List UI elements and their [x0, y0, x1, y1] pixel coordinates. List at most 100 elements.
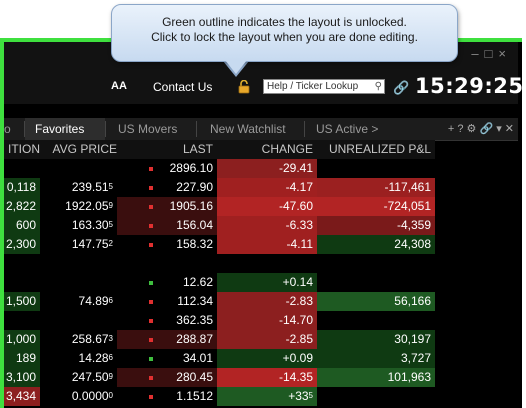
tab-favorites[interactable]: Favorites	[25, 118, 105, 140]
unlocked-layout-outline: –□× AA Contact Us Help / Ticker Lookup ⚲…	[0, 38, 524, 408]
avg-price-cell: 239.515	[71, 180, 113, 194]
col-position-header[interactable]: ITION	[4, 140, 40, 159]
unrealized-pnl-cell: 101,963	[317, 368, 435, 387]
avg-price-cell: 163.305	[71, 218, 113, 232]
change-cell: -2.83	[217, 292, 317, 311]
position-cell: 3,434	[4, 387, 40, 406]
table-row[interactable]: 2,822 1922.059 1905.16 -47.60 -724,051	[4, 197, 518, 216]
table-row[interactable]: 189 14.286 34.01 +0.09 3,727	[4, 349, 518, 368]
position-cell: 0,118	[4, 178, 40, 197]
table-row[interactable]	[4, 254, 518, 273]
table-row[interactable]: 1,000 258.673 288.87 -2.85 30,197	[4, 330, 518, 349]
change-cell: +0.14	[217, 273, 317, 292]
avg-price-cell	[40, 159, 117, 178]
unrealized-pnl-cell: -4,359	[317, 216, 435, 235]
avg-price-cell	[40, 254, 117, 273]
table-row[interactable]: 3,100 247.509 280.45 -14.35 101,963	[4, 368, 518, 387]
avg-price-cell: 258.673	[71, 332, 113, 346]
change-cell: -14.70	[217, 311, 317, 330]
down-tick-marker	[149, 167, 153, 171]
change-cell: +335	[217, 387, 317, 406]
change-cell: -6.33	[217, 216, 317, 235]
table-row[interactable]: 2896.10 -29.41	[4, 159, 518, 178]
position-cell: 2,822	[4, 197, 40, 216]
last-price-cell: 1905.16	[117, 197, 217, 216]
unrealized-pnl-cell	[317, 387, 435, 406]
position-cell: 2,300	[4, 235, 40, 254]
last-price-cell: 2896.10	[169, 161, 213, 175]
change-cell: -29.41	[217, 159, 317, 178]
down-tick-marker	[149, 186, 153, 190]
avg-price-cell: 74.896	[78, 294, 113, 308]
font-size-button[interactable]: AA	[111, 80, 127, 92]
unrealized-pnl-cell	[317, 254, 435, 273]
last-price-cell: 362.35	[176, 313, 213, 327]
tab-us-active[interactable]: US Active >	[316, 122, 379, 136]
down-tick-marker	[149, 243, 153, 247]
table-row[interactable]: 3,434 0.00000 1.1512 +335	[4, 387, 518, 406]
col-unrealized-header[interactable]: UNREALIZED P&L	[317, 140, 435, 159]
tooltip-line-2: Click to lock the layout when you are do…	[151, 30, 418, 44]
down-tick-marker	[149, 395, 153, 399]
change-cell: +0.09	[217, 349, 317, 368]
position-cell	[4, 273, 40, 292]
link-icon[interactable]: 🔗	[393, 80, 410, 95]
unrealized-pnl-cell: -724,051	[317, 197, 435, 216]
watchlist-tabs: o Favorites US Movers New Watchlist US A…	[4, 118, 518, 141]
table-row[interactable]: 2,300 147.752 158.32 -4.11 24,308	[4, 235, 518, 254]
tooltip-line-1: Green outline indicates the layout is un…	[162, 15, 407, 29]
last-price-cell: 12.62	[182, 275, 213, 289]
avg-price-cell: 147.752	[71, 237, 113, 251]
avg-price-cell: 1922.059	[65, 199, 113, 213]
layout-unlocked-tooltip[interactable]: Green outline indicates the layout is un…	[111, 4, 458, 62]
tab-us-movers[interactable]: US Movers	[118, 122, 178, 136]
down-tick-marker	[149, 300, 153, 304]
avg-price-cell: 0.00000	[71, 389, 113, 403]
avg-price-cell: 14.286	[78, 351, 113, 365]
unrealized-pnl-cell	[317, 159, 435, 178]
avg-price-cell: 247.509	[71, 370, 113, 384]
table-row[interactable]: 362.35 -14.70	[4, 311, 518, 330]
contact-us-link[interactable]: Contact Us	[153, 80, 213, 94]
change-cell: -14.35	[217, 368, 317, 387]
col-change-header[interactable]: CHANGE	[217, 140, 317, 159]
position-cell	[4, 159, 40, 178]
table-row[interactable]: 12.62 +0.14	[4, 273, 518, 292]
position-cell: 1,000	[4, 330, 40, 349]
tab-new-watchlist[interactable]: New Watchlist	[210, 122, 286, 136]
unrealized-pnl-cell: 56,166	[317, 292, 435, 311]
unrealized-pnl-cell: -117,461	[317, 178, 435, 197]
position-cell: 1,500	[4, 292, 40, 311]
change-cell: -2.85	[217, 330, 317, 349]
unlocked-padlock-icon[interactable]	[238, 80, 250, 94]
last-price-cell: 288.87	[117, 330, 217, 349]
last-price-cell: 280.45	[117, 368, 217, 387]
search-icon[interactable]: ⚲	[374, 81, 382, 92]
table-row[interactable]: 1,500 74.896 112.34 -2.83 56,166	[4, 292, 518, 311]
window-controls[interactable]: –□×	[471, 46, 512, 61]
down-tick-marker	[149, 224, 153, 228]
tab-portfolio[interactable]: o	[4, 122, 11, 136]
col-last-header[interactable]: LAST	[117, 140, 217, 159]
unrealized-pnl-cell: 30,197	[317, 330, 435, 349]
last-price-cell	[117, 254, 217, 273]
avg-price-cell	[40, 311, 117, 330]
avg-price-cell	[40, 273, 117, 292]
change-cell: -4.17	[217, 178, 317, 197]
ticker-lookup-placeholder: Help / Ticker Lookup	[267, 81, 359, 92]
table-row[interactable]: 600 163.305 156.04 -6.33 -4,359	[4, 216, 518, 235]
down-tick-marker	[149, 205, 153, 209]
down-tick-marker	[149, 319, 153, 323]
ticker-lookup-input[interactable]: Help / Ticker Lookup ⚲	[263, 79, 385, 94]
clock: 15:29:25	[415, 74, 524, 98]
last-price-cell: 112.34	[177, 294, 213, 308]
down-tick-marker	[149, 338, 153, 342]
tab-toolbar-icons[interactable]: + ? ⚙ 🔗 ▾ ✕	[447, 123, 514, 135]
unrealized-pnl-cell	[317, 311, 435, 330]
last-price-cell: 158.32	[176, 237, 213, 251]
table-row[interactable]: 0,118 239.515 227.90 -4.17 -117,461	[4, 178, 518, 197]
last-price-cell: 227.90	[176, 180, 213, 194]
down-tick-marker	[149, 376, 153, 380]
unrealized-pnl-cell: 3,727	[317, 349, 435, 368]
col-avg-price-header[interactable]: AVG PRICE	[40, 140, 117, 159]
